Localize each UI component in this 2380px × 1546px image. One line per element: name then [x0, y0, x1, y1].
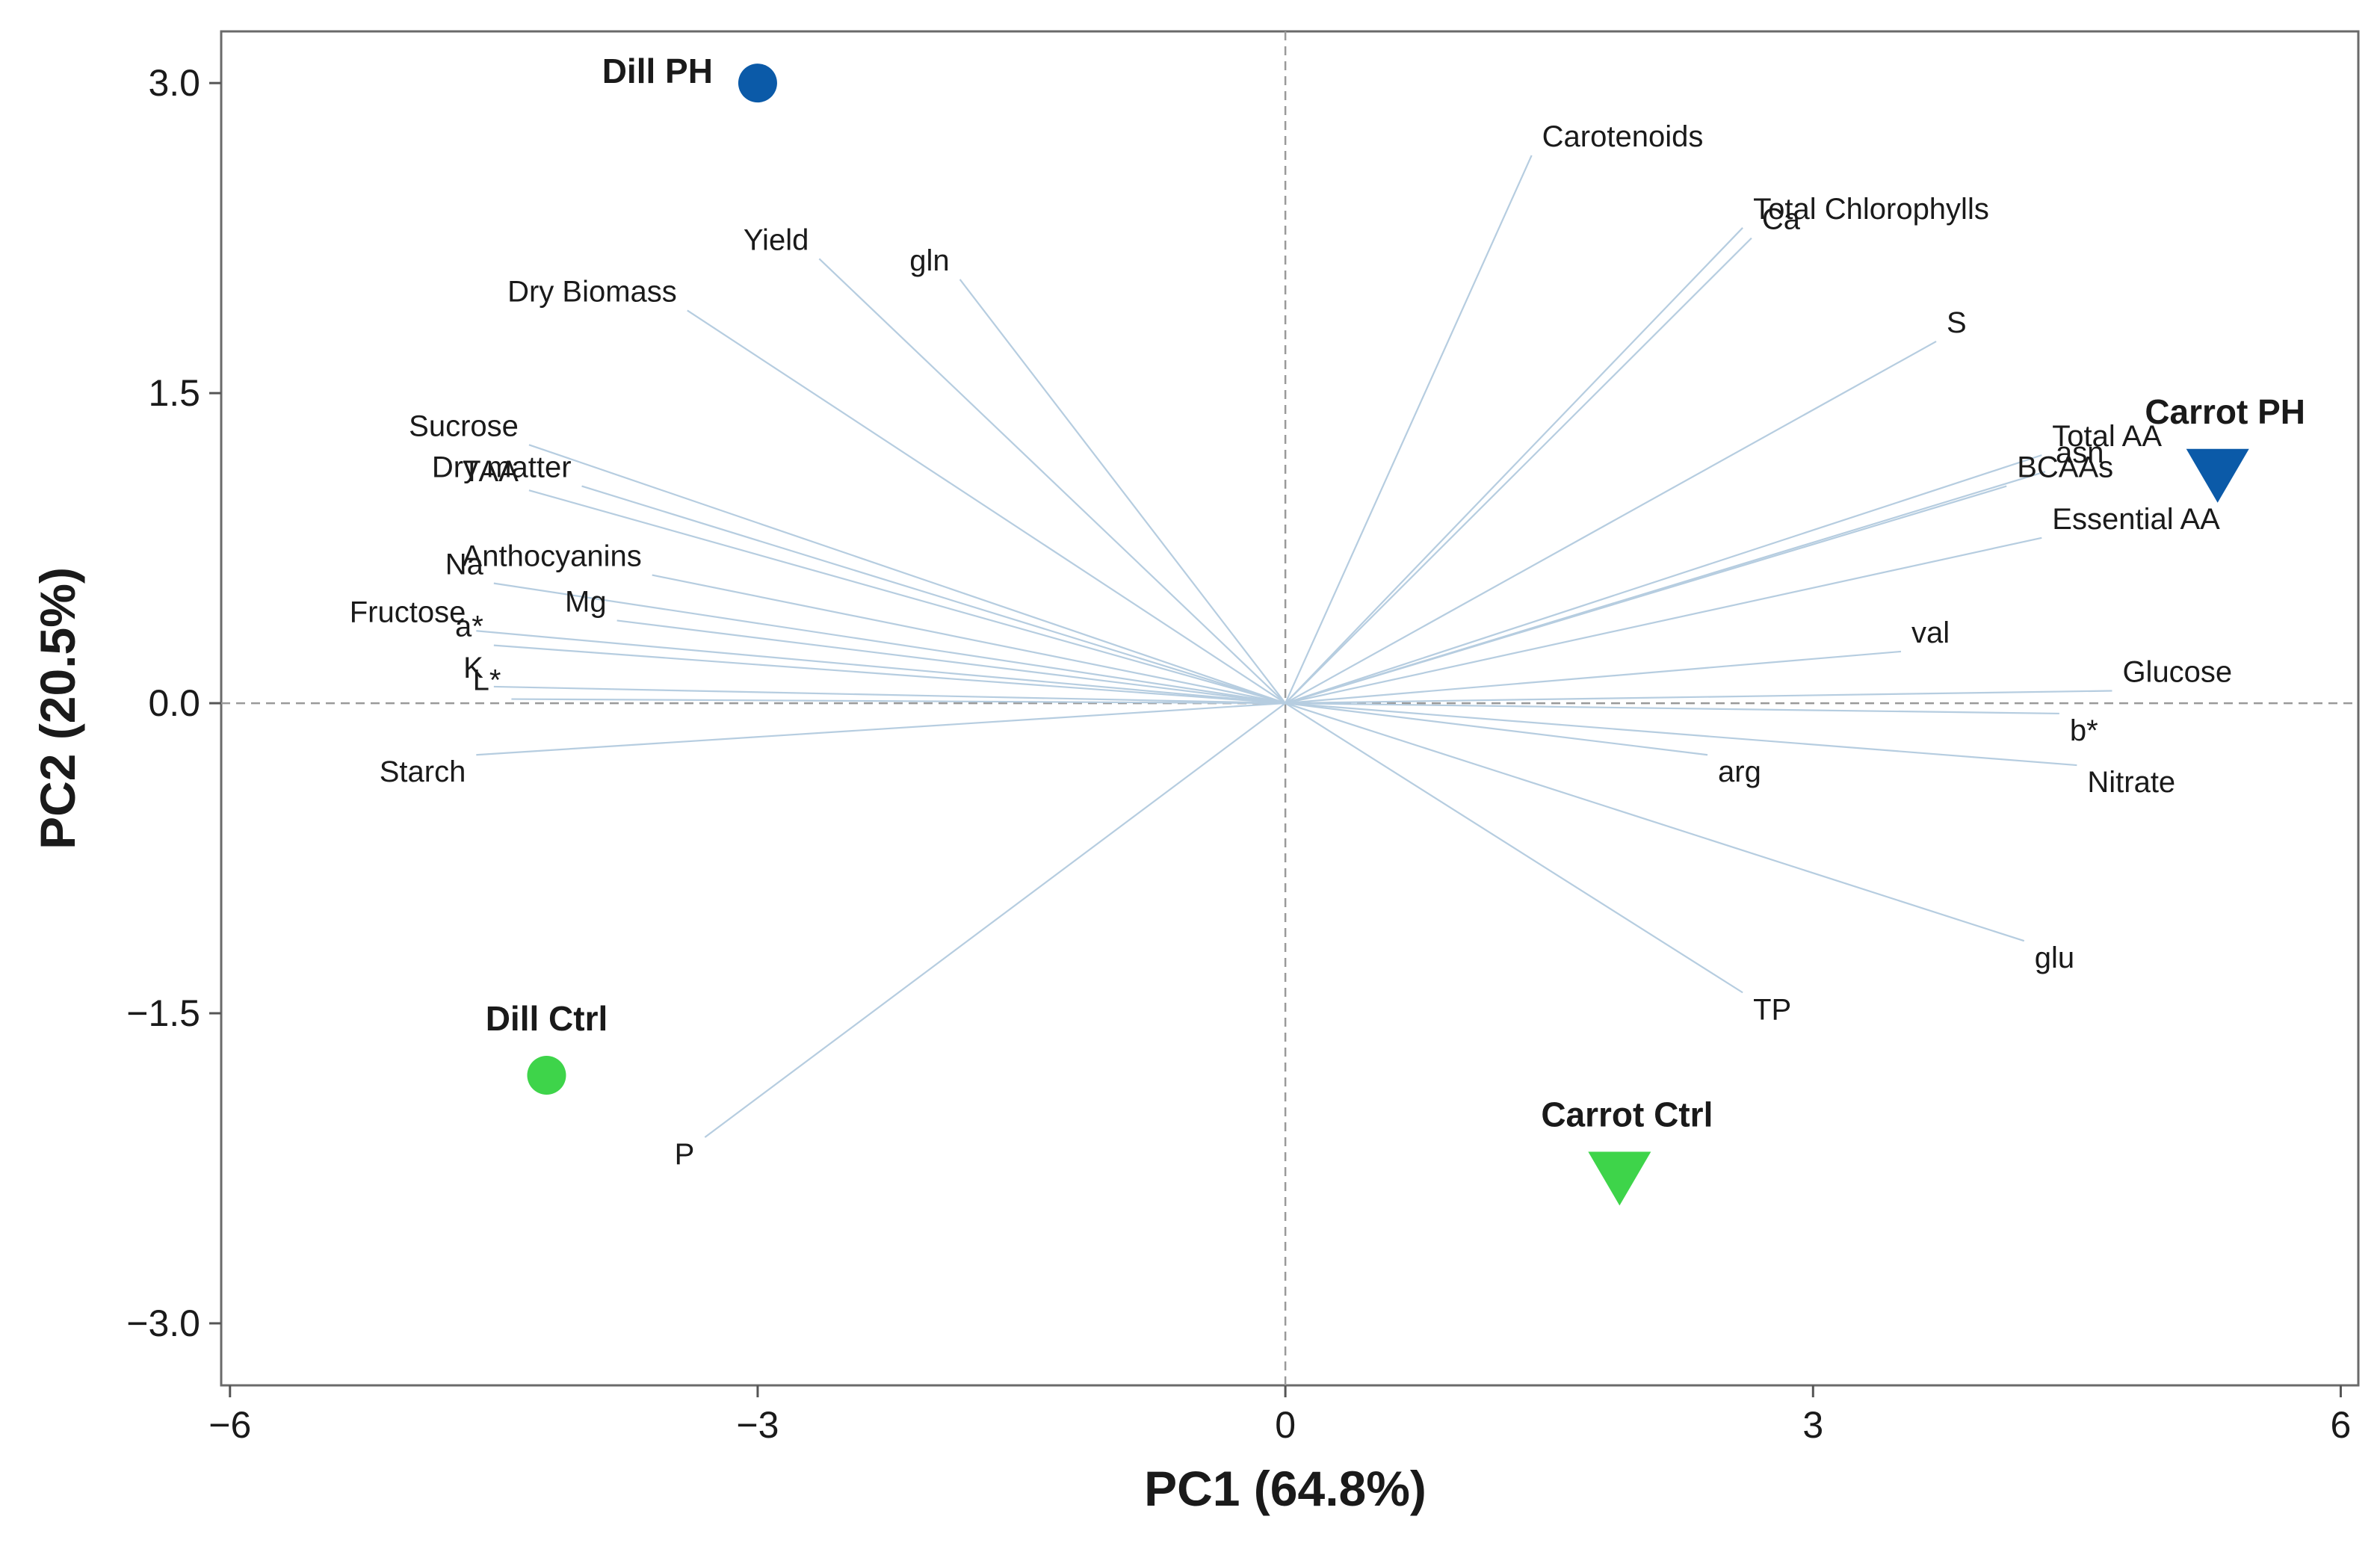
- loading-label-fructose: Fructose: [350, 596, 466, 628]
- loading-vectors: [476, 155, 2112, 1138]
- marker-carrot-ctrl: [1588, 1151, 1651, 1206]
- loading-label-l-star: L*: [473, 664, 501, 697]
- y-axis-title: PC2 (20.5%): [30, 567, 85, 850]
- loading-label-glu: glu: [2035, 941, 2074, 974]
- y-tick-label: −3.0: [126, 1302, 200, 1344]
- loading-label-bcaas: BCAAs: [2017, 451, 2113, 484]
- loading-label-sucrose: Sucrose: [409, 409, 519, 442]
- loading-label-tp: TP: [1753, 993, 1791, 1026]
- loading-line-total-chlorophylls: [1285, 227, 1743, 704]
- loading-label-arg: arg: [1718, 755, 1761, 788]
- loading-line-starch: [476, 702, 1286, 756]
- loading-line-tp: [1285, 702, 1743, 994]
- loading-label-essential-aa: Essential AA: [2052, 503, 2220, 536]
- loading-line-b-star: [1285, 702, 2059, 715]
- observation-label-dill-ctrl: Dill Ctrl: [486, 999, 608, 1038]
- loading-line-yield: [818, 258, 1286, 704]
- observation-label-carrot-ph: Carrot PH: [2145, 392, 2305, 431]
- loading-line-p: [704, 702, 1286, 1138]
- loading-label-carotenoids: Carotenoids: [1542, 120, 1704, 153]
- y-tick-label: 3.0: [148, 62, 200, 104]
- x-tick-label: −3: [736, 1404, 779, 1446]
- loading-label-taa: TAA: [463, 455, 519, 488]
- observation-markers: [527, 64, 2249, 1206]
- loading-label-glucose: Glucose: [2122, 655, 2232, 688]
- loading-line-ca: [1285, 237, 1752, 704]
- loading-label-p: P: [675, 1138, 695, 1171]
- loading-line-taa: [528, 489, 1286, 705]
- observation-label-carrot-ctrl: Carrot Ctrl: [1541, 1095, 1713, 1134]
- loading-label-ca: Ca: [1762, 203, 1801, 236]
- marker-dill-ph: [738, 64, 777, 103]
- loading-line-mg: [616, 619, 1286, 705]
- loading-line-s: [1285, 341, 1937, 705]
- observation-label-dill-ph: Dill PH: [602, 52, 713, 90]
- x-tick-label: 6: [2331, 1404, 2352, 1446]
- loading-label-starch: Starch: [380, 755, 466, 788]
- loading-label-val: val: [1911, 616, 1950, 649]
- loading-line-na: [493, 582, 1286, 705]
- loading-label-total-aa: Total AA: [2052, 420, 2162, 453]
- marker-carrot-ph: [2186, 448, 2249, 503]
- loading-line-k: [493, 685, 1286, 705]
- marker-dill-ctrl: [527, 1056, 566, 1095]
- loading-label-a-star: a*: [455, 610, 483, 643]
- loading-line-glucose: [1285, 690, 2112, 705]
- loading-line-dry-biomass: [687, 309, 1286, 705]
- loading-label-asn: asn: [2056, 436, 2104, 469]
- loading-line-glu: [1285, 702, 2025, 942]
- loading-line-fructose: [476, 630, 1286, 705]
- loading-line-anthocyanins: [652, 574, 1286, 705]
- plot-frame: [220, 30, 2360, 1387]
- loading-label-b-star: b*: [2070, 714, 2098, 747]
- loading-line-bcaas: [1285, 485, 2007, 705]
- loading-line-gln: [959, 279, 1286, 704]
- y-tick-label: −1.5: [126, 992, 200, 1034]
- x-tick-label: 0: [1275, 1404, 1296, 1446]
- loading-line-val: [1285, 650, 1902, 705]
- loading-label-mg: Mg: [565, 585, 607, 618]
- loading-line-l-star: [511, 698, 1286, 705]
- loading-label-s: S: [1947, 306, 1967, 339]
- loading-line-nitrate: [1285, 702, 2077, 767]
- loading-label-na: Na: [445, 548, 484, 581]
- loading-label-anthocyanins: Anthocyanins: [463, 540, 642, 573]
- loading-label-nitrate: Nitrate: [2087, 766, 2175, 799]
- loading-line-essential-aa: [1285, 537, 2042, 705]
- loading-line-carotenoids: [1285, 155, 1533, 704]
- loading-label-dry-matter: Dry matter: [432, 451, 572, 484]
- loading-line-total-aa: [1285, 454, 2042, 705]
- loading-label-k: K: [463, 652, 483, 684]
- loading-label-yield: Yield: [744, 223, 809, 256]
- loading-label-gln: gln: [909, 244, 949, 277]
- loading-line-sucrose: [528, 444, 1286, 705]
- x-axis: −6 −3 0 3 6: [208, 1385, 2351, 1446]
- x-axis-title: PC1 (64.8%): [1144, 1461, 1427, 1516]
- loading-label-dry-biomass: Dry Biomass: [507, 275, 677, 308]
- observation-labels: Dill PH Dill Ctrl Carrot PH Carrot Ctrl: [486, 52, 2305, 1134]
- loading-line-arg: [1285, 702, 1708, 756]
- loading-line-dry-matter: [581, 485, 1286, 705]
- x-tick-label: −6: [208, 1404, 251, 1446]
- loading-line-a-star: [493, 644, 1286, 705]
- loading-label-total-chlorophylls: Total Chlorophylls: [1753, 193, 1989, 226]
- y-tick-label: 1.5: [148, 372, 200, 414]
- y-axis: 3.0 1.5 0.0 −1.5 −3.0: [126, 62, 221, 1344]
- y-tick-label: 0.0: [148, 682, 200, 724]
- x-tick-label: 3: [1802, 1404, 1823, 1446]
